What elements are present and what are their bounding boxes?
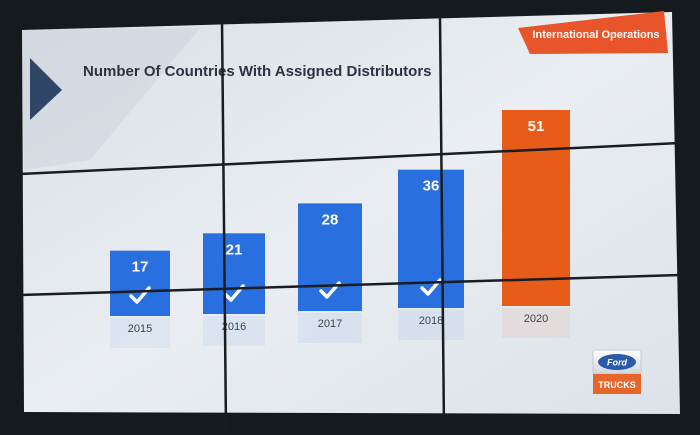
seam-vertical-2 — [438, 15, 446, 431]
checkmark-icon — [129, 286, 151, 304]
x-tick-label: 2017 — [318, 318, 342, 330]
x-tick-label: 2018 — [419, 315, 443, 327]
checkmark-icon — [319, 281, 341, 299]
checkmark-icon — [223, 284, 245, 302]
bar-reflection — [203, 316, 265, 346]
logo-brand-text: Ford — [607, 358, 627, 368]
data-label: 21 — [226, 241, 243, 258]
x-tick-label: 2016 — [222, 321, 246, 333]
seam-horizontal-1 — [19, 141, 681, 176]
brand-logo: Ford TRUCKS — [592, 349, 642, 394]
bar-reflection — [110, 318, 170, 348]
checkmark-icon — [420, 278, 442, 296]
bar-reflection — [398, 310, 464, 340]
x-tick-label: 2020 — [524, 313, 548, 325]
data-label: 17 — [132, 259, 149, 276]
seam-vertical-1 — [220, 19, 228, 431]
data-label: 51 — [528, 118, 545, 135]
logo-sub-text: TRUCKS — [598, 380, 636, 390]
data-label: 36 — [423, 178, 440, 195]
data-label: 28 — [322, 211, 339, 228]
bars-group: 17 2015 21 2016 28 2017 36 2018 51 2020 — [110, 110, 570, 348]
slide-shade — [22, 28, 200, 170]
bar-reflection — [298, 313, 362, 343]
banner: International Operations — [518, 11, 668, 54]
bar-2020 — [502, 110, 570, 306]
logo-bottom — [593, 374, 641, 394]
chart-title: Number Of Countries With Assigned Distri… — [83, 63, 432, 80]
banner-shape — [518, 11, 668, 54]
slide-corner-accent — [30, 58, 62, 120]
seam-horizontal-2 — [19, 273, 681, 297]
video-wall-seams — [19, 15, 681, 431]
banner-label: International Operations — [532, 29, 659, 41]
bar-2015 — [110, 250, 170, 316]
x-tick-label: 2015 — [128, 323, 152, 335]
bar-reflection — [502, 308, 570, 338]
bar-2016 — [203, 233, 265, 314]
bar-2018 — [398, 169, 464, 308]
ford-oval-icon — [598, 354, 636, 370]
